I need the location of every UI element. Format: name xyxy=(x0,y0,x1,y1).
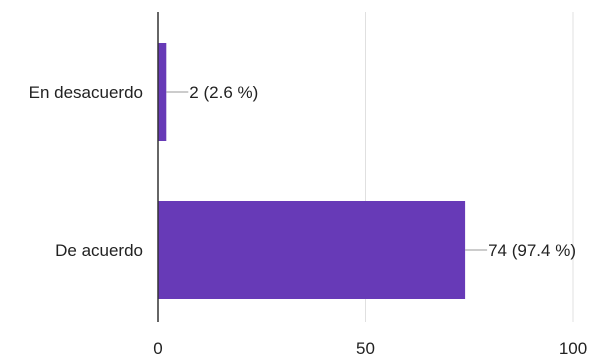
bar-de-acuerdo xyxy=(158,201,466,299)
bar-en-desacuerdo xyxy=(158,43,167,141)
bars xyxy=(158,43,466,299)
category-label-de-acuerdo: De acuerdo xyxy=(55,241,143,260)
category-label-en-desacuerdo: En desacuerdo xyxy=(29,83,143,102)
data-label-de-acuerdo: 74 (97.4 %) xyxy=(488,241,576,260)
data-label-en-desacuerdo: 2 (2.6 %) xyxy=(189,83,258,102)
x-tick-label-0: 0 xyxy=(153,339,162,358)
x-tick-label-50: 50 xyxy=(356,339,375,358)
labels: 0 50 100 En desacuerdo 2 (2.6 %) De acuerdo 74… xyxy=(29,83,588,358)
x-tick-label-100: 100 xyxy=(559,339,587,358)
